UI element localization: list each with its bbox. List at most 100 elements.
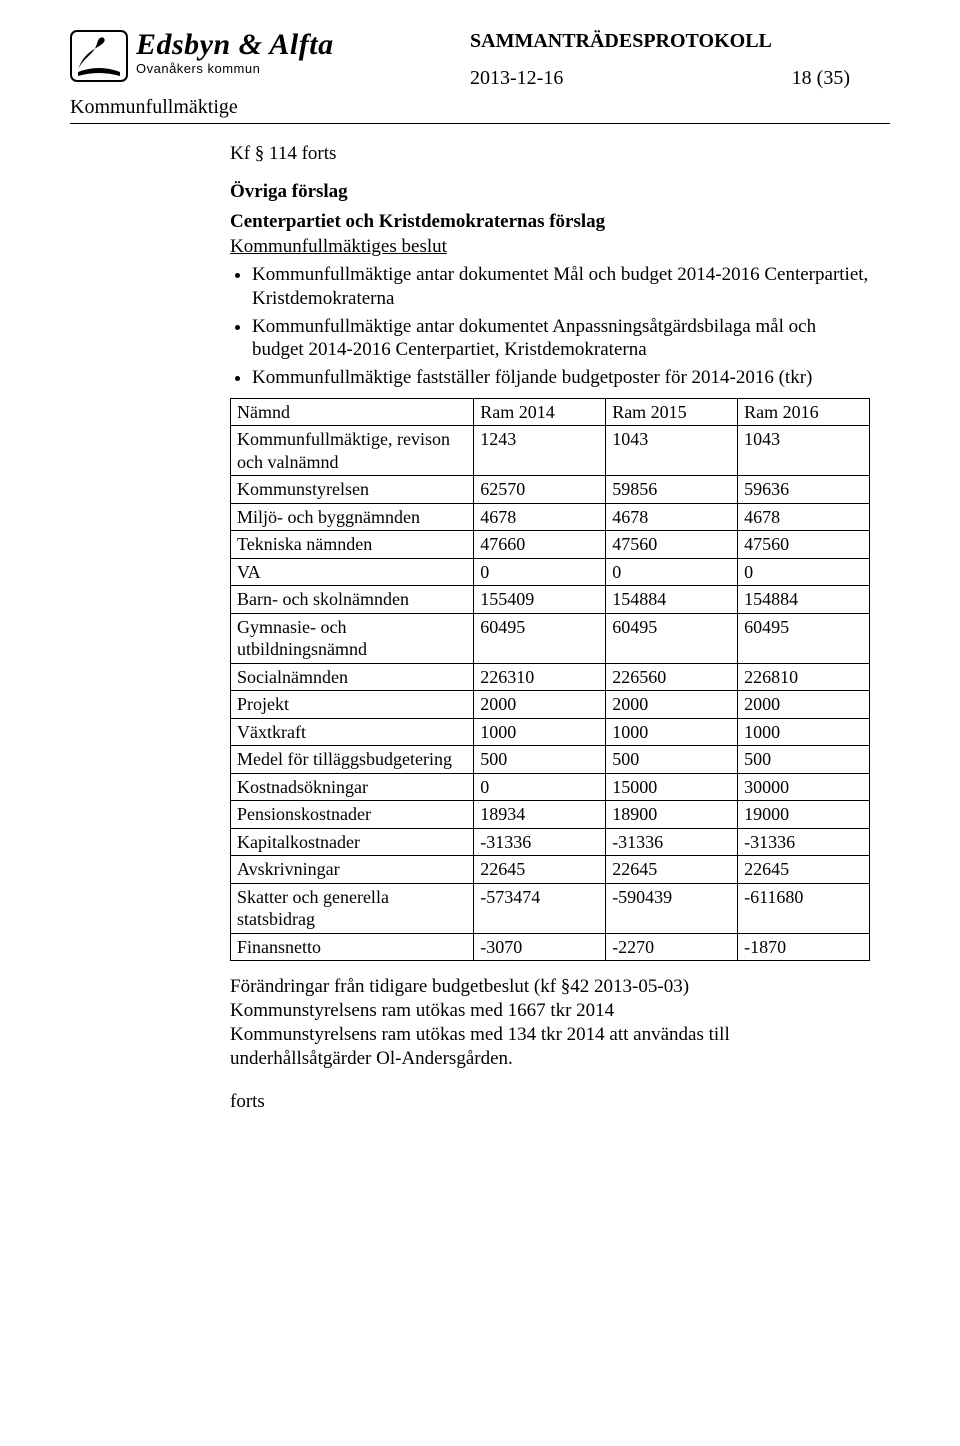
page: Edsbyn & Alfta Ovanåkers kommun SAMMANTR… [0,0,960,1446]
col-namnd: Nämnd [231,398,474,426]
table-row: Projekt200020002000 [231,691,870,719]
cell-value: 0 [738,558,870,586]
cell-name: Tekniska nämnden [231,531,474,559]
cell-value: 60495 [738,613,870,663]
logo-text: Edsbyn & Alfta Ovanåkers kommun [136,30,334,75]
table-row: Kapitalkostnader-31336-31336-31336 [231,828,870,856]
cell-value: 18900 [606,801,738,829]
header-divider [70,123,890,124]
table-row: Avskrivningar226452264522645 [231,856,870,884]
kf-label: Kommunfullmäktige [70,96,890,119]
list-item: Kommunfullmäktige fastställer följande b… [252,366,870,390]
cell-value: 1000 [474,718,606,746]
cell-value: 1000 [606,718,738,746]
cell-value: 500 [738,746,870,774]
cell-value: 47560 [738,531,870,559]
cell-value: 19000 [738,801,870,829]
doc-date: 2013-12-16 [470,67,563,90]
cell-value: 15000 [606,773,738,801]
table-row: Kommunstyrelsen625705985659636 [231,476,870,504]
table-row: VA000 [231,558,870,586]
cell-value: 59856 [606,476,738,504]
cell-name: Miljö- och byggnämnden [231,503,474,531]
heading-cp-kd: Centerpartiet och Kristdemokraternas för… [230,210,870,234]
cell-value: -31336 [738,828,870,856]
cell-name: Kapitalkostnader [231,828,474,856]
cell-value: 60495 [474,613,606,663]
cell-value: 0 [474,558,606,586]
cell-value: 2000 [606,691,738,719]
cell-name: Kommunfullmäktige, revison och valnämnd [231,426,474,476]
cell-name: VA [231,558,474,586]
cell-value: 2000 [474,691,606,719]
cell-value: 155409 [474,586,606,614]
content: Kf § 114 forts Övriga förslag Centerpart… [230,142,870,1114]
list-item: Kommunfullmäktige antar dokumentet Mål o… [252,263,870,311]
table-row: Tekniska nämnden476604756047560 [231,531,870,559]
cell-name: Projekt [231,691,474,719]
cell-name: Kostnadsökningar [231,773,474,801]
logo-block: Edsbyn & Alfta Ovanåkers kommun [70,30,334,87]
table-row: Miljö- och byggnämnden467846784678 [231,503,870,531]
logo-sub: Ovanåkers kommun [136,62,334,75]
cell-value: 22645 [606,856,738,884]
cell-value: 226560 [606,663,738,691]
cell-value: 4678 [738,503,870,531]
subheading-beslut: Kommunfullmäktiges beslut [230,235,870,259]
cell-value: 1043 [738,426,870,476]
cell-name: Skatter och generella statsbidrag [231,883,474,933]
cell-value: 500 [474,746,606,774]
cell-value: 30000 [738,773,870,801]
table-header-row: Nämnd Ram 2014 Ram 2015 Ram 2016 [231,398,870,426]
cell-value: -1870 [738,933,870,961]
cell-value: -611680 [738,883,870,933]
table-row: Gymnasie- och utbildningsnämnd6049560495… [231,613,870,663]
cell-value: -31336 [474,828,606,856]
cell-value: 500 [606,746,738,774]
list-item: Kommunfullmäktige antar dokumentet Anpas… [252,315,870,363]
cell-value: 47660 [474,531,606,559]
cell-value: 60495 [606,613,738,663]
footer-text: Förändringar från tidigare budgetbeslut … [230,975,870,1070]
col-2016: Ram 2016 [738,398,870,426]
cell-name: Medel för tilläggsbudgetering [231,746,474,774]
cell-value: -573474 [474,883,606,933]
cell-name: Finansnetto [231,933,474,961]
logo-main: Edsbyn & Alfta [136,30,334,60]
cell-name: Gymnasie- och utbildningsnämnd [231,613,474,663]
cell-value: 1043 [606,426,738,476]
cell-value: 59636 [738,476,870,504]
cell-value: 226810 [738,663,870,691]
cell-value: 0 [606,558,738,586]
cell-value: 18934 [474,801,606,829]
cell-value: 62570 [474,476,606,504]
cell-name: Avskrivningar [231,856,474,884]
cell-name: Kommunstyrelsen [231,476,474,504]
cell-value: 1000 [738,718,870,746]
table-row: Växtkraft100010001000 [231,718,870,746]
header: Edsbyn & Alfta Ovanåkers kommun SAMMANTR… [70,30,890,90]
table-row: Skatter och generella statsbidrag-573474… [231,883,870,933]
cell-value: 22645 [738,856,870,884]
cell-value: 226310 [474,663,606,691]
cell-value: 4678 [474,503,606,531]
table-row: Kommunfullmäktige, revison och valnämnd1… [231,426,870,476]
cell-name: Barn- och skolnämnden [231,586,474,614]
swan-icon [70,30,128,87]
cell-value: 2000 [738,691,870,719]
table-row: Kostnadsökningar01500030000 [231,773,870,801]
page-number: 18 (35) [792,67,850,90]
cell-name: Socialnämnden [231,663,474,691]
date-page-row: 2013-12-16 18 (35) [470,67,850,90]
cell-value: 1243 [474,426,606,476]
table-row: Medel för tilläggsbudgetering500500500 [231,746,870,774]
budget-table: Nämnd Ram 2014 Ram 2015 Ram 2016 Kommunf… [230,398,870,962]
bullet-list: Kommunfullmäktige antar dokumentet Mål o… [230,263,870,390]
cell-value: -590439 [606,883,738,933]
cell-value: -3070 [474,933,606,961]
table-row: Finansnetto-3070-2270-1870 [231,933,870,961]
cell-value: -31336 [606,828,738,856]
col-2015: Ram 2015 [606,398,738,426]
cell-name: Växtkraft [231,718,474,746]
table-row: Barn- och skolnämnden155409154884154884 [231,586,870,614]
